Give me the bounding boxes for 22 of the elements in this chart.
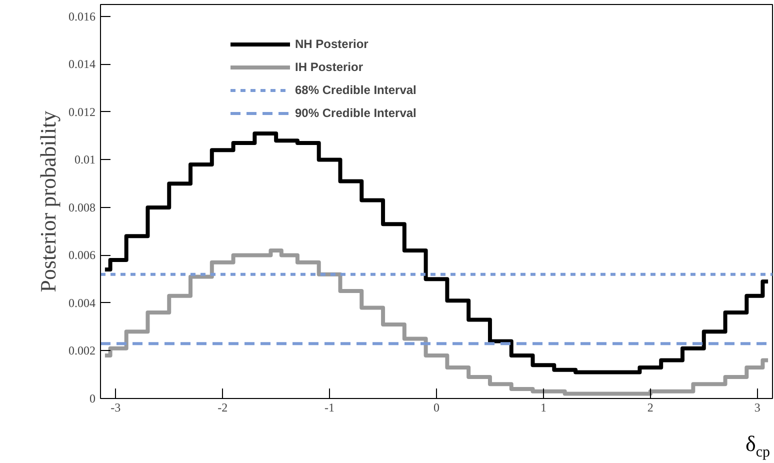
x-tick-label: 3 xyxy=(754,400,760,414)
y-tick-label: 0.01 xyxy=(74,152,96,167)
x-axis-title: δ$_{cp}$ xyxy=(744,430,770,462)
y-tick-label: 0.008 xyxy=(68,200,96,214)
x-tick-label: -1 xyxy=(324,400,335,414)
legend-label: 68% Credible Interval xyxy=(295,83,416,97)
legend-label: IH Posterior xyxy=(295,60,364,74)
y-tick-label: 0.014 xyxy=(68,57,96,72)
x-tick-label: 0 xyxy=(434,400,440,414)
y-tick-label: 0.006 xyxy=(68,248,96,262)
y-axis-title: Posterior probability xyxy=(36,110,60,292)
x-tick-label: -3 xyxy=(110,400,121,414)
y-tick-label: 0.012 xyxy=(68,104,96,119)
y-tick-label: 0.016 xyxy=(68,9,96,24)
x-tick-label: 2 xyxy=(647,400,654,414)
y-tick-label: 0.004 xyxy=(68,296,96,310)
x-tick-label: -2 xyxy=(218,400,228,414)
legend-label: 90% Credible Interval xyxy=(295,106,416,120)
y-tick-label: 0 xyxy=(90,392,96,406)
y-tick-label: 0.002 xyxy=(68,344,96,358)
x-tick-label: 1 xyxy=(540,400,546,414)
legend-label: NH Posterior xyxy=(295,37,368,51)
